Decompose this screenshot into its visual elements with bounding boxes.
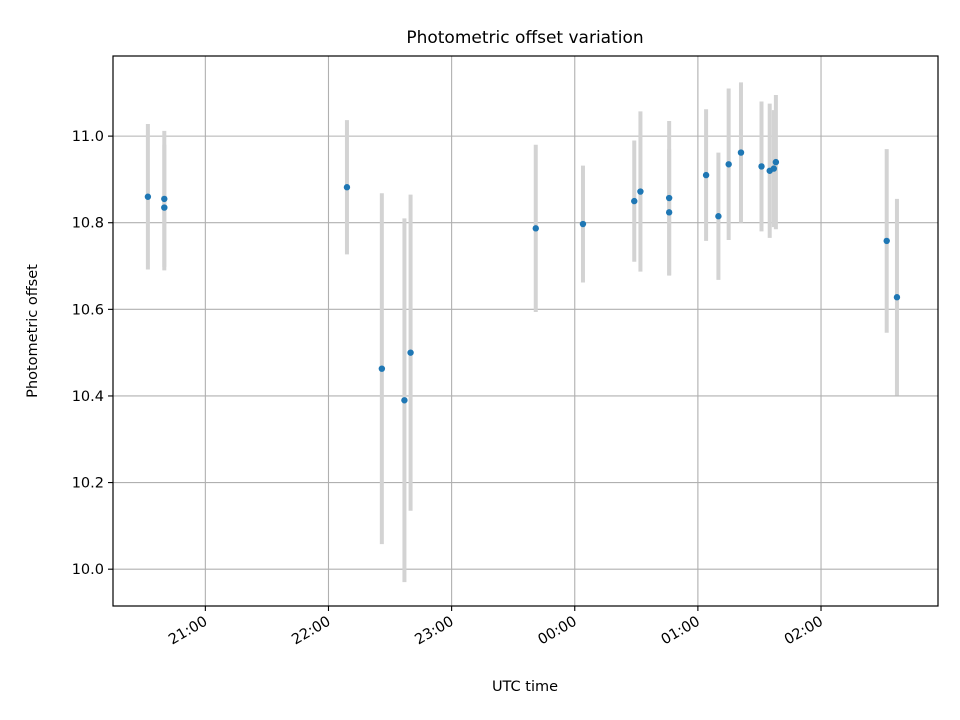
data-point (702, 171, 710, 179)
y-tick-label: 10.8 (72, 216, 104, 232)
data-points (144, 149, 901, 404)
y-tick-label: 10.4 (72, 389, 104, 405)
data-point (144, 193, 152, 200)
data-point (631, 197, 638, 205)
data-point (401, 397, 408, 404)
y-tick-label: 11.0 (72, 129, 104, 145)
data-point (758, 163, 765, 170)
y-tick-label: 10.2 (72, 476, 104, 492)
data-point (883, 237, 890, 245)
data-point (665, 209, 673, 216)
data-point (161, 195, 168, 203)
grid (113, 56, 938, 606)
data-point (725, 161, 732, 168)
data-point (893, 294, 901, 301)
plot-frame (112, 55, 939, 607)
data-point (378, 365, 386, 372)
data-point (407, 349, 414, 356)
data-point (770, 165, 778, 172)
data-point (637, 188, 644, 195)
data-point (737, 149, 745, 156)
data-point (532, 225, 539, 232)
data-point (715, 213, 722, 220)
y-tick-label: 10.0 (72, 562, 104, 578)
y-tick-label: 10.6 (72, 302, 104, 318)
chart-title: Photometric offset variation (406, 28, 643, 48)
x-axis-label: UTC time (492, 679, 558, 695)
data-point (343, 184, 351, 191)
y-axis-label: Photometric offset (25, 264, 41, 398)
data-point (579, 220, 587, 228)
data-point (772, 158, 780, 166)
data-point (161, 204, 168, 211)
data-point (665, 194, 673, 202)
